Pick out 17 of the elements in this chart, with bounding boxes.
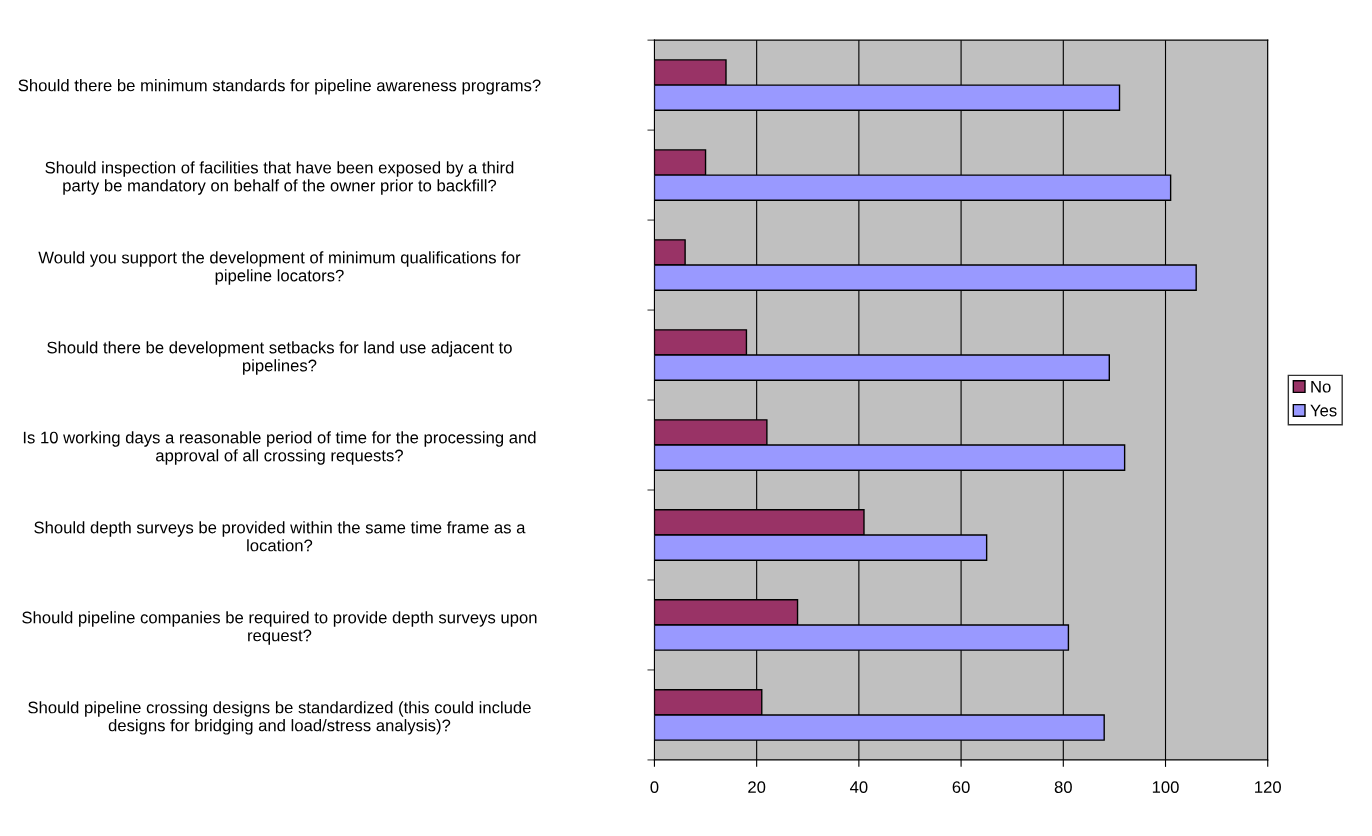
y-tick-label: Should pipeline crossing designs be standardized (this could include designs for bridging and load/stress analysis)? <box>28 701 531 735</box>
legend-label: Yes <box>1310 404 1337 417</box>
y-tick-label: Should depth surveys be provided within the same time frame as a location? <box>34 521 526 552</box>
y-tick-label: Would you support the development of minimum qualifications for pipeline locators? <box>38 251 521 285</box>
x-tick-label: 0 <box>650 781 659 793</box>
y-tick-label: Should there be minimum standards for pipeline awareness programs? <box>18 79 541 95</box>
x-tick-label: 60 <box>952 781 970 793</box>
y-tick-label: Should inspection of facilities that have been exposed by a third party be mandatory on behalf of the owner prior to backfill? <box>45 161 514 195</box>
y-tick-label: Should pipeline companies be required to provide depth surveys upon request? <box>22 611 537 645</box>
x-tick-label: 120 <box>1255 781 1281 793</box>
legend-label: No <box>1311 380 1331 393</box>
x-tick-label: 100 <box>1152 781 1179 793</box>
y-tick-label: Should there be development setbacks for land use adjacent to pipelines? <box>47 341 512 375</box>
y-tick-label: Is 10 working days a reasonable period of time for the processing and approval of all crossing requests? <box>23 431 536 465</box>
x-tick-label: 40 <box>849 781 868 793</box>
x-tick-label: 80 <box>1054 781 1072 793</box>
x-tick-label: 20 <box>748 781 766 793</box>
